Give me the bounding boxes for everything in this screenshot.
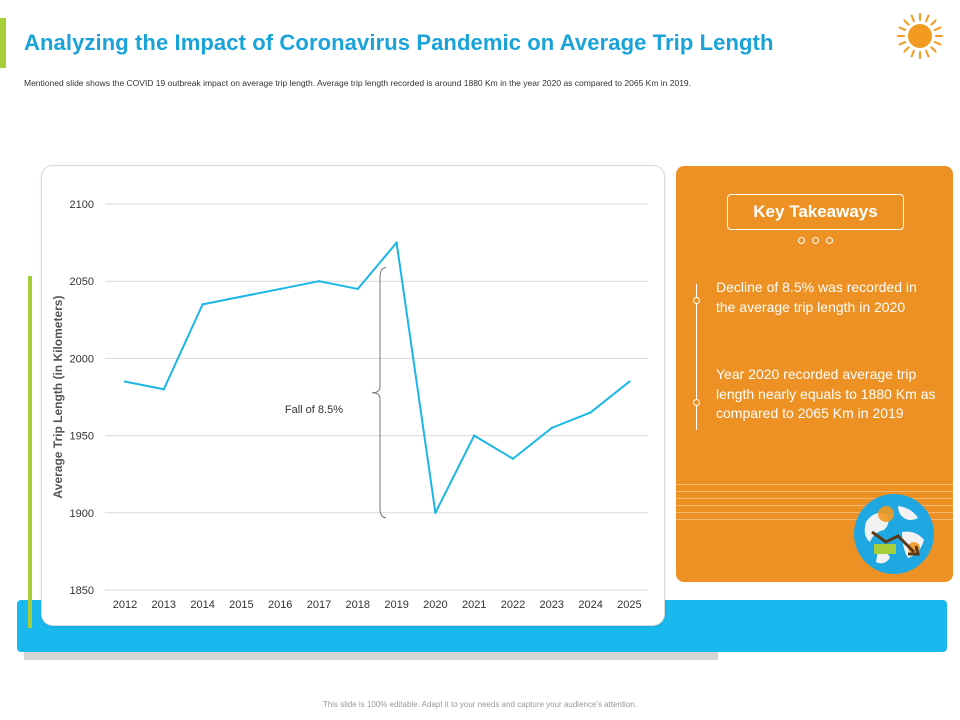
y-tick-label: 2000 xyxy=(70,353,94,365)
globe-decline-icon xyxy=(854,494,934,574)
decorative-green-line xyxy=(28,276,32,628)
fall-brace xyxy=(371,267,387,519)
subtitle: Mentioned slide shows the COVID 19 outbr… xyxy=(24,78,692,88)
dot-icon xyxy=(812,237,819,244)
timeline-dot-icon xyxy=(693,297,700,304)
takeaway-point: Decline of 8.5% was recorded in the aver… xyxy=(716,279,917,315)
data-point xyxy=(395,241,398,244)
page-title: Analyzing the Impact of Coronavirus Pand… xyxy=(24,30,774,55)
y-tick-label: 2100 xyxy=(70,199,94,211)
x-tick-label: 2025 xyxy=(617,599,641,611)
x-tick-label: 2024 xyxy=(578,599,602,611)
takeaway-point: Year 2020 recorded average trip length n… xyxy=(716,366,936,421)
data-point xyxy=(589,411,592,414)
y-tick-label: 1900 xyxy=(70,508,94,520)
x-tick-label: 2022 xyxy=(501,599,525,611)
data-point xyxy=(123,380,127,383)
data-point xyxy=(279,287,282,291)
x-tick-labels: 2012 2013 2014 2015 2016 2017 2018 2019 2020 2021… xyxy=(113,599,642,611)
x-tick-label: 2019 xyxy=(384,599,408,611)
x-tick-label: 2021 xyxy=(462,599,486,611)
timeline-dot-icon xyxy=(693,399,700,406)
x-tick-label: 2016 xyxy=(268,599,292,611)
decorative-dots xyxy=(798,237,838,247)
data-point xyxy=(162,388,165,391)
x-tick-label: 2023 xyxy=(540,599,564,611)
decorative-stripes xyxy=(676,484,953,534)
x-tick-label: 2012 xyxy=(113,599,137,611)
x-tick-label: 2015 xyxy=(229,599,253,611)
x-tick-label: 2014 xyxy=(190,599,214,611)
decorative-grey-shadow xyxy=(24,652,718,660)
y-tick-label: 1950 xyxy=(70,431,94,443)
x-tick-label: 2017 xyxy=(307,599,331,611)
dot-icon xyxy=(798,237,805,244)
x-tick-label: 2013 xyxy=(152,599,176,611)
data-point xyxy=(511,457,515,460)
y-tick-labels: 1850 1900 1950 2000 2050 2100 xyxy=(70,199,94,597)
x-tick-label: 2020 xyxy=(423,599,447,611)
y-tick-label: 1850 xyxy=(70,585,94,597)
data-point xyxy=(317,280,321,283)
data-point xyxy=(240,295,243,298)
series-line xyxy=(124,241,631,514)
timeline-line xyxy=(696,284,697,430)
data-point xyxy=(434,511,437,514)
data-point xyxy=(550,426,553,430)
y-axis-label: Average Trip Length (in Kilometers) xyxy=(51,296,65,499)
dot-icon xyxy=(826,237,833,244)
data-point xyxy=(201,303,204,306)
footer-note: This slide is 100% editable. Adapt it to… xyxy=(322,700,638,709)
x-tick-label: 2018 xyxy=(346,599,370,611)
data-point xyxy=(628,380,631,383)
key-takeaways-heading: Key Takeaways xyxy=(727,194,904,230)
sun-icon xyxy=(897,13,943,59)
series-lines xyxy=(124,241,631,514)
y-tick-label: 2050 xyxy=(70,276,94,288)
chart-card xyxy=(41,165,665,626)
data-point xyxy=(356,287,359,291)
chart-gridlines xyxy=(105,203,648,591)
fall-annotation: Fall of 8.5% xyxy=(285,404,343,416)
title-accent-bar xyxy=(0,18,6,68)
series-points xyxy=(123,241,631,514)
data-point xyxy=(473,434,476,437)
